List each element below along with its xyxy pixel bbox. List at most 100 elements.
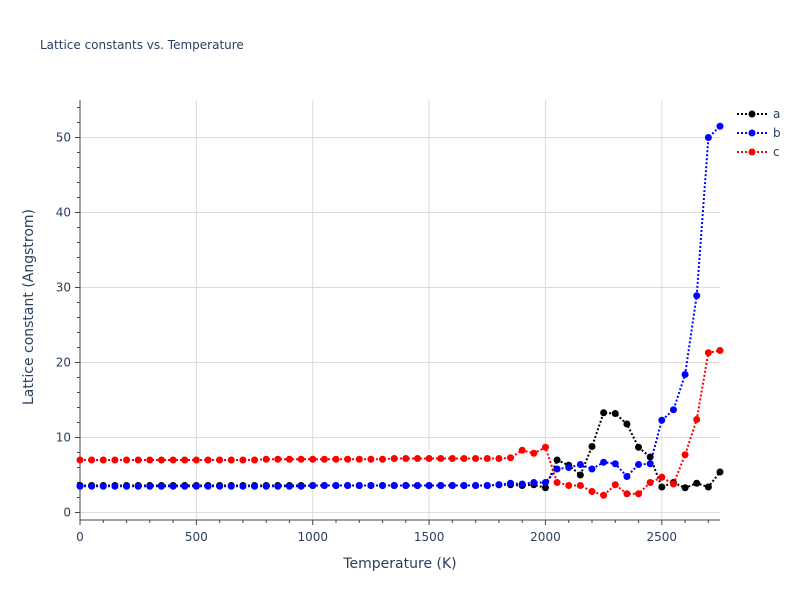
data-point-a: [623, 420, 631, 428]
data-point-b: [169, 482, 177, 490]
data-point-c: [495, 455, 503, 462]
data-point-b: [227, 482, 235, 490]
data-point-b: [285, 482, 293, 490]
data-point-b: [88, 482, 96, 490]
data-point-c: [390, 455, 398, 462]
data-point-c: [111, 456, 119, 464]
data-point-c: [379, 455, 387, 463]
data-point-b: [576, 461, 584, 468]
data-point-a: [600, 409, 608, 417]
data-point-c: [181, 456, 189, 464]
data-point-c: [669, 480, 677, 488]
legend-label-b: b: [773, 126, 781, 140]
legend-marker-b: [748, 129, 756, 137]
y-axis-title: Lattice constant (Angstrom): [21, 209, 37, 405]
data-point-b: [344, 482, 352, 489]
data-point-b: [204, 482, 212, 490]
data-point-b: [111, 482, 119, 490]
y-tick-label: 30: [56, 281, 71, 295]
data-point-b: [123, 482, 131, 490]
legend-label-c: c: [773, 145, 780, 159]
x-tick-label: 0: [76, 530, 84, 544]
data-point-b: [588, 465, 596, 473]
data-point-b: [402, 482, 410, 489]
data-point-b: [611, 460, 619, 468]
data-point-b: [367, 482, 375, 489]
data-point-c: [413, 455, 421, 462]
data-point-c: [332, 455, 340, 463]
data-point-c: [344, 455, 352, 463]
data-point-b: [274, 482, 282, 490]
data-point-a: [588, 443, 596, 450]
data-point-a: [716, 468, 724, 476]
y-tick-label: 20: [56, 356, 71, 370]
data-point-c: [588, 488, 596, 495]
data-point-c: [146, 456, 154, 464]
data-point-b: [704, 134, 712, 141]
data-point-c: [530, 449, 538, 457]
data-point-c: [239, 456, 247, 464]
data-point-b: [192, 482, 200, 490]
data-point-c: [88, 456, 96, 464]
legend-marker-c: [748, 148, 756, 156]
data-point-a: [704, 483, 712, 491]
data-point-c: [646, 479, 654, 486]
data-point-c: [716, 347, 724, 354]
data-point-a: [658, 483, 666, 491]
data-point-b: [309, 482, 317, 489]
data-point-b: [99, 482, 107, 490]
data-point-b: [646, 460, 654, 468]
y-tick-label: 40: [56, 206, 71, 220]
x-tick-label: 1500: [414, 530, 445, 544]
data-point-a: [541, 484, 549, 492]
data-point-c: [192, 456, 200, 464]
data-point-b: [239, 482, 247, 490]
data-point-c: [134, 456, 142, 464]
data-point-c: [600, 491, 608, 499]
data-point-b: [157, 482, 165, 490]
y-tick-label: 50: [56, 131, 71, 145]
data-point-c: [262, 455, 270, 463]
data-point-a: [553, 456, 561, 464]
data-point-c: [553, 479, 561, 486]
legend: abc: [737, 107, 781, 159]
data-point-c: [623, 490, 631, 498]
data-point-b: [448, 482, 456, 489]
x-tick-label: 1000: [297, 530, 328, 544]
data-point-c: [507, 454, 515, 462]
legend-marker-a: [748, 110, 756, 118]
chart-title: Lattice constants vs. Temperature: [40, 38, 244, 52]
data-point-b: [460, 482, 468, 489]
data-point-b: [495, 481, 503, 489]
data-point-c: [541, 443, 549, 451]
data-point-c: [76, 456, 84, 464]
data-point-b: [76, 482, 84, 490]
data-point-c: [309, 455, 317, 463]
x-tick-label: 2500: [647, 530, 678, 544]
data-point-a: [635, 443, 643, 451]
data-point-b: [146, 482, 154, 490]
plot-area: [76, 122, 724, 499]
data-point-c: [123, 456, 131, 464]
data-point-c: [425, 455, 433, 462]
data-point-b: [134, 482, 142, 490]
data-point-b: [623, 473, 631, 480]
data-point-b: [251, 482, 259, 490]
data-point-c: [157, 456, 165, 464]
axes: 0 500 1000 1500 2000 2500 0 10 20 30 40 50: [56, 100, 720, 544]
data-point-b: [483, 482, 491, 489]
data-point-c: [483, 455, 491, 462]
data-point-c: [274, 455, 282, 463]
data-point-c: [297, 455, 305, 463]
data-point-b: [716, 122, 724, 130]
grid: [79, 100, 720, 520]
data-point-b: [565, 464, 573, 471]
y-tick-label: 0: [63, 506, 71, 520]
data-point-c: [704, 349, 712, 357]
data-point-c: [204, 456, 212, 464]
data-point-a: [646, 453, 654, 461]
data-point-c: [693, 416, 701, 423]
data-point-b: [379, 482, 387, 489]
data-point-a: [611, 410, 619, 417]
